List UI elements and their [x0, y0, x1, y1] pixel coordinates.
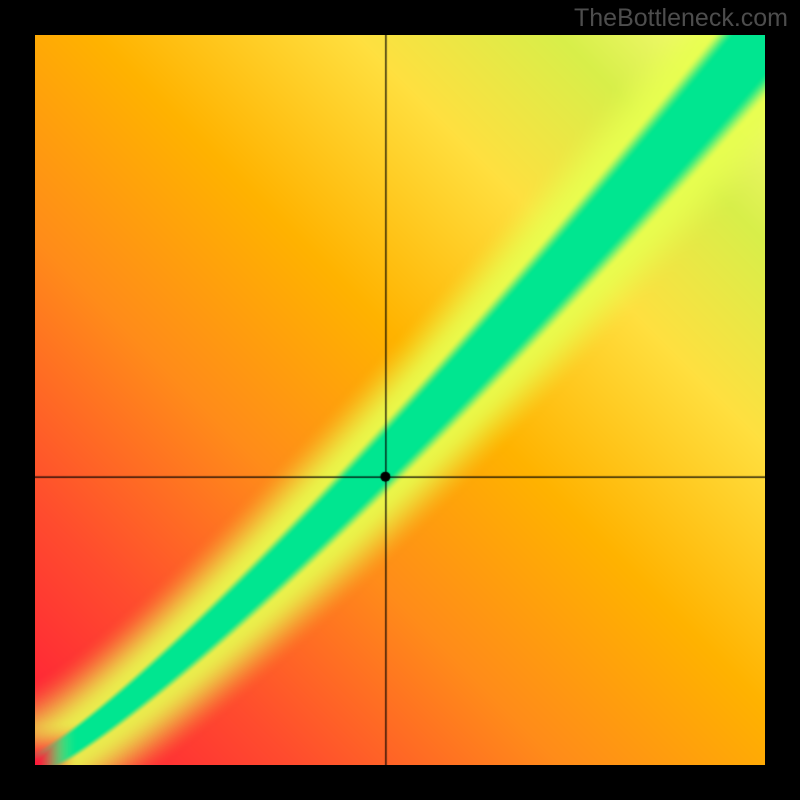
- chart-stage: TheBottleneck.com: [0, 0, 800, 800]
- crosshair-overlay: [35, 35, 765, 765]
- watermark-text: TheBottleneck.com: [574, 4, 788, 33]
